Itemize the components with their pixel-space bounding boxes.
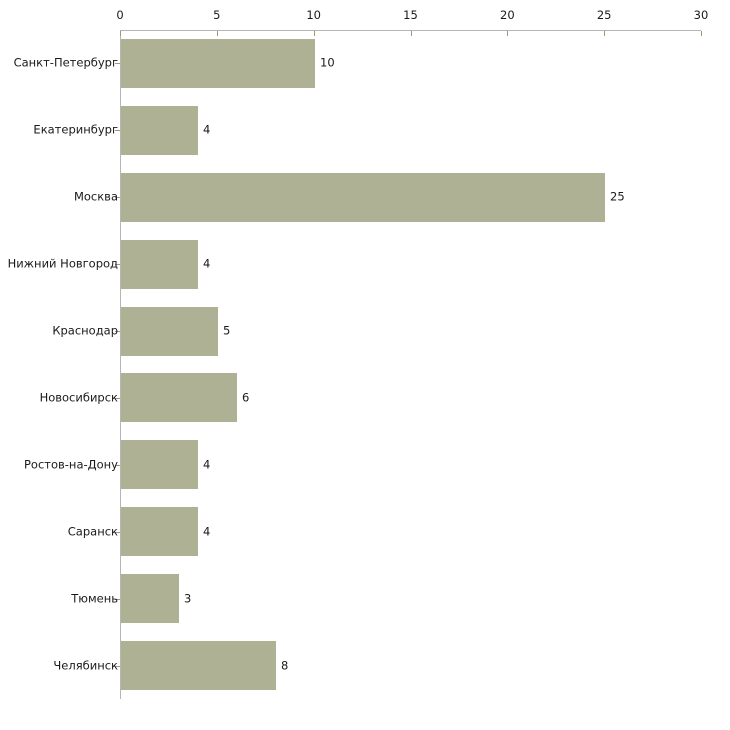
category-label: Санкт-Петербург [13,55,118,70]
category-label: Саранск [67,524,118,539]
bar[interactable] [121,440,198,489]
category-label: Нижний Новгород [7,256,118,271]
y-tick-mark [115,532,120,533]
y-tick-mark [115,63,120,64]
x-tick-label: 5 [213,8,221,22]
category-label: Екатеринбург [33,122,118,137]
x-tick-mark [507,31,509,36]
category-label: Москва [73,189,118,204]
bar-value-label: 6 [242,390,250,405]
y-tick-mark [115,398,120,399]
y-tick-mark [115,264,120,265]
y-tick-mark [115,331,120,332]
x-tick-label: 15 [403,8,418,22]
bar[interactable] [121,240,198,289]
bar[interactable] [121,641,276,690]
bar[interactable] [121,507,198,556]
category-label: Новосибирск [39,390,118,405]
x-tick-label: 20 [500,8,515,22]
category-label: Тюмень [71,591,118,606]
bar-value-label: 8 [281,658,289,673]
x-tick-mark [701,31,702,36]
x-tick-mark [604,31,606,36]
x-tick-mark [313,31,315,36]
x-tick-mark [410,31,412,36]
x-tick-label: 30 [693,8,709,22]
bar-value-label: 4 [203,457,211,472]
bar-value-label: 10 [320,55,335,70]
bar-value-label: 5 [223,323,231,338]
bar[interactable] [121,173,605,222]
y-tick-mark [115,197,120,198]
y-axis-line [120,30,121,699]
bar-value-label: 4 [203,256,211,271]
category-label: Челябинск [53,658,118,673]
bar-value-label: 4 [203,524,211,539]
y-tick-mark [115,465,120,466]
category-label: Краснодар [52,323,118,338]
x-axis-line [120,30,701,31]
bar[interactable] [121,574,179,623]
y-tick-mark [115,599,120,600]
bar[interactable] [121,373,237,422]
bar-value-label: 3 [184,591,192,606]
bar[interactable] [121,106,198,155]
y-tick-mark [115,666,120,667]
x-tick-label: 10 [306,8,321,22]
bar-value-label: 25 [610,189,625,204]
x-tick-label: 0 [116,8,124,22]
category-label: Ростов-на-Дону [23,457,118,472]
y-tick-mark [115,130,120,131]
bar-value-label: 4 [203,122,211,137]
bar[interactable] [121,307,218,356]
x-tick-mark [120,31,121,36]
x-tick-mark [216,31,218,36]
bar[interactable] [121,39,315,88]
x-tick-label: 25 [596,8,612,22]
